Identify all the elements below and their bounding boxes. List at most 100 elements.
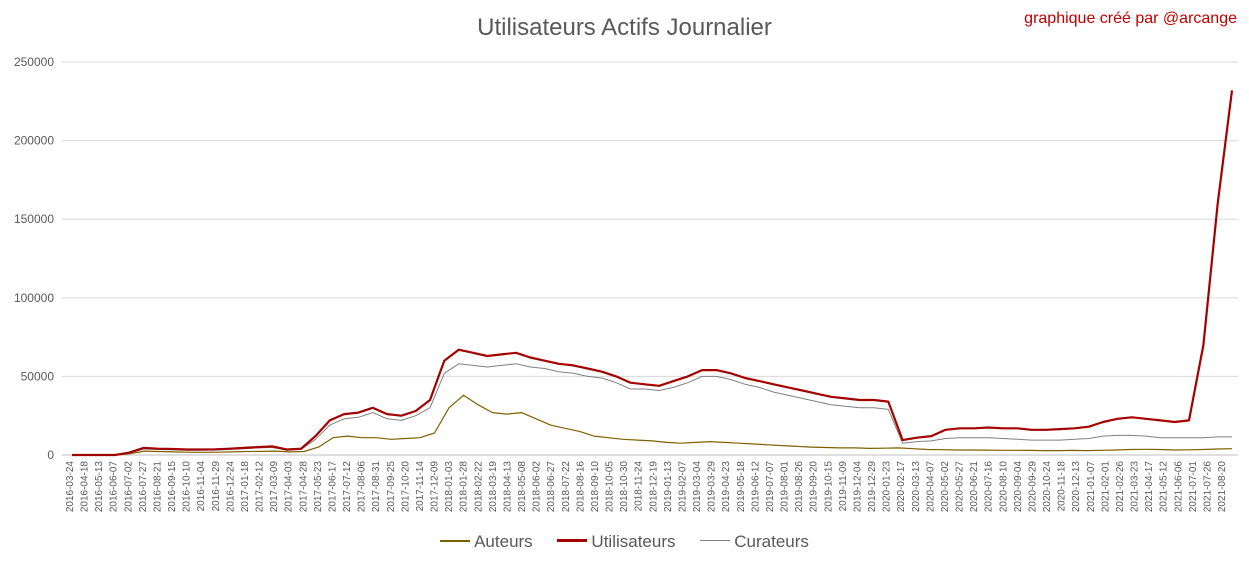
x-tick-label: 2019-11-09 [838,461,849,512]
x-tick-label: 2020-09-29 [1027,461,1038,513]
y-axis-ticks: 0 50000 100000 150000 200000 250000 [14,55,54,462]
x-axis-ticks: 2016-03-24 2016-04-18 2016-05-13 2016-06-07… [65,461,1228,513]
x-tick-label: 2019-09-20 [809,461,820,513]
x-tick-label: 2021-07-26 [1202,461,1213,513]
y-tick-label: 100000 [14,291,54,305]
legend-swatch-utilisateurs [557,539,588,543]
x-tick-label: 2017-08-31 [371,461,382,513]
x-tick-label: 2019-12-04 [852,461,863,513]
chart-title: Utilisateurs Actifs Journalier [477,14,772,41]
x-tick-label: 2020-08-10 [998,461,1009,513]
x-tick-label: 2020-01-23 [882,461,893,513]
x-tick-label: 2016-08-21 [152,461,163,513]
x-tick-label: 2017-05-23 [313,461,324,513]
x-tick-label: 2017-04-28 [298,461,309,513]
x-tick-label: 2018-09-10 [590,461,601,513]
x-tick-label: 2018-01-03 [444,461,455,513]
x-tick-label: 2019-04-23 [721,461,732,513]
x-tick-label: 2018-03-19 [488,461,499,513]
x-tick-label: 2018-02-22 [473,461,484,513]
x-tick-label: 2019-05-18 [736,461,747,513]
x-tick-label: 2021-03-23 [1130,461,1141,513]
x-tick-label: 2017-06-17 [327,461,338,513]
x-tick-label: 2017-03-09 [269,461,280,513]
x-tick-label: 2017-01-18 [240,461,251,513]
x-tick-label: 2018-10-30 [619,461,630,513]
x-tick-label: 2019-07-07 [765,461,776,513]
legend: Auteurs Utilisateurs Curateurs [0,532,1249,552]
x-tick-label: 2017-11-14 [415,461,426,512]
x-tick-label: 2021-02-26 [1115,461,1126,513]
x-tick-label: 2016-11-04 [196,461,207,512]
x-tick-label: 2021-08-20 [1217,461,1228,513]
x-tick-label: 2021-04-17 [1144,461,1155,513]
x-tick-label: 2016-05-13 [94,461,105,513]
x-tick-label: 2021-02-01 [1100,461,1111,513]
x-tick-label: 2018-07-22 [561,461,572,513]
x-tick-label: 2016-07-02 [123,461,134,513]
x-tick-label: 2020-05-02 [940,461,951,513]
x-tick-label: 2020-04-07 [925,461,936,513]
x-tick-label: 2016-11-29 [211,461,222,512]
x-tick-label: 2021-07-01 [1188,461,1199,513]
x-tick-label: 2016-06-07 [109,461,120,513]
x-tick-label: 2020-07-16 [984,461,995,513]
grid-lines [62,61,1238,456]
x-tick-label: 2018-06-27 [546,461,557,513]
x-tick-label: 2020-05-27 [955,461,966,513]
legend-swatch-auteurs [440,539,471,542]
x-tick-label: 2017-12-09 [430,461,441,513]
x-tick-label: 2021-06-06 [1173,461,1184,513]
x-tick-label: 2021-05-12 [1159,461,1170,513]
x-tick-label: 2017-09-25 [386,461,397,513]
y-tick-label: 250000 [14,55,54,69]
x-tick-label: 2019-12-29 [867,461,878,513]
x-tick-label: 2019-08-01 [780,461,791,513]
x-tick-label: 2020-12-13 [1071,461,1082,513]
y-tick-label: 150000 [14,212,54,226]
x-tick-label: 2020-11-18 [1057,461,1068,512]
y-tick-label: 200000 [14,134,54,148]
x-tick-label: 2018-05-08 [517,461,528,513]
x-tick-label: 2020-09-04 [1013,461,1024,513]
x-tick-label: 2016-12-24 [225,461,236,513]
x-tick-label: 2019-10-15 [823,461,834,513]
legend-label-utilisateurs: Utilisateurs [591,532,676,551]
x-tick-label: 2018-10-05 [605,461,616,513]
x-tick-label: 2019-03-29 [707,461,718,513]
x-tick-label: 2018-12-19 [648,461,659,513]
x-tick-label: 2019-08-26 [794,461,805,513]
x-tick-label: 2020-02-17 [896,461,907,513]
legend-label-auteurs: Auteurs [474,532,533,551]
x-tick-label: 2018-06-02 [532,461,543,513]
x-tick-label: 2016-07-27 [138,461,149,513]
x-tick-label: 2017-04-03 [284,461,295,513]
x-tick-label: 2017-10-20 [400,461,411,513]
chart-credit: graphique créé par @arcange [1024,10,1237,27]
y-tick-label: 50000 [21,369,55,383]
x-tick-label: 2019-03-04 [692,461,703,513]
y-tick-label: 0 [47,448,54,462]
x-tick-label: 2018-08-16 [575,461,586,513]
x-tick-label: 2018-11-24 [634,461,645,512]
x-tick-label: 2017-07-12 [342,461,353,513]
x-tick-label: 2019-01-13 [663,461,674,513]
legend-label-curateurs: Curateurs [734,532,809,551]
x-tick-label: 2021-01-07 [1086,461,1097,513]
legend-item-curateurs[interactable]: Curateurs [700,532,809,552]
x-tick-label: 2018-01-28 [459,461,470,513]
x-tick-label: 2020-06-21 [969,461,980,513]
series-line-utilisateurs [72,90,1234,457]
x-tick-label: 2018-04-13 [502,461,513,513]
x-tick-label: 2016-03-24 [65,461,76,513]
series-line-auteurs [72,394,1233,456]
series-lines [72,90,1234,457]
legend-item-utilisateurs[interactable]: Utilisateurs [557,532,676,552]
legend-swatch-curateurs [700,540,731,542]
legend-item-auteurs[interactable]: Auteurs [440,532,533,552]
x-tick-label: 2016-09-15 [167,461,178,513]
x-tick-label: 2019-02-07 [677,461,688,513]
x-tick-label: 2016-04-18 [80,461,91,513]
x-tick-label: 2017-08-06 [357,461,368,513]
